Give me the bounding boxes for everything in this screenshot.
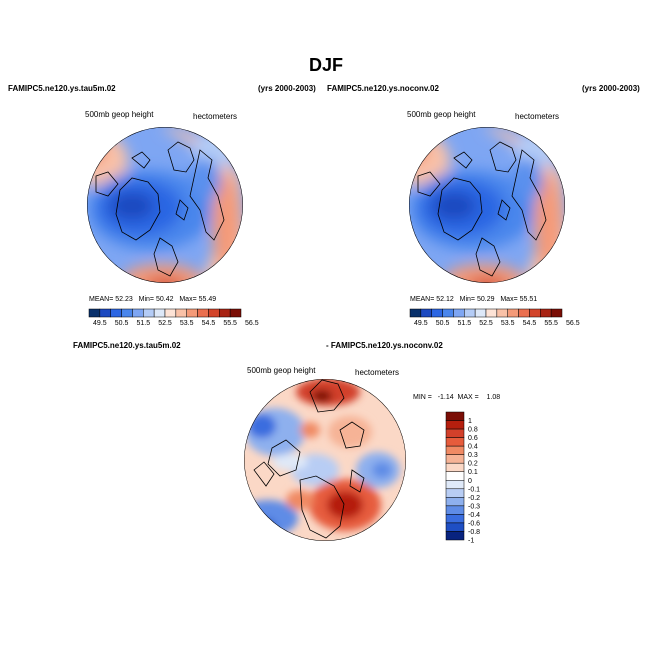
colorbar-swatch: [474, 308, 487, 318]
colorbar-tick-label: -0.3: [468, 503, 480, 510]
colorbar-tick-label: -0.8: [468, 529, 480, 536]
colorbar-swatch: [445, 531, 465, 541]
colorbar-tick-label: -0.1: [468, 486, 480, 493]
colorbar-swatch: [110, 308, 122, 318]
colorbar-swatch: [445, 462, 465, 472]
colorbar-tick-label: 0: [468, 478, 472, 485]
panel1-stats: MEAN= 52.23 Min= 50.42 Max= 55.49: [89, 296, 217, 303]
colorbar-swatch: [445, 411, 465, 421]
right-years-header: (yrs 2000-2003): [582, 84, 640, 93]
colorbar-swatch: [445, 437, 465, 447]
colorbar-tick-label: 0.4: [468, 444, 478, 451]
colorbar-swatch: [229, 308, 242, 318]
colorbar-tick-label: 54.5: [523, 320, 537, 327]
colorbar-swatch: [485, 308, 498, 318]
colorbar-swatch: [99, 308, 111, 318]
colorbar-tick-label: 53.5: [180, 320, 194, 327]
colorbar-swatch: [453, 308, 465, 318]
colorbar-tick-label: -0.6: [468, 520, 480, 527]
colorbar-swatch: [445, 480, 465, 490]
colorbar-swatch: [431, 308, 443, 318]
colorbar-tick-label: 1: [468, 418, 472, 425]
colorbar-tick-label: 51.5: [457, 320, 471, 327]
colorbar-swatch: [164, 308, 177, 318]
colorbar-swatch: [445, 505, 465, 515]
colorbar-swatch: [445, 497, 465, 507]
colorbar-tick-label: 52.5: [479, 320, 493, 327]
colorbar-tick-label: 0.2: [468, 461, 478, 468]
colorbar-tick-label: 55.5: [223, 320, 237, 327]
colorbar-swatch: [445, 471, 465, 481]
colorbar-swatch: [88, 308, 101, 318]
colorbar-swatch: [518, 308, 530, 318]
colorbar-swatch: [507, 308, 519, 318]
colorbar-swatch: [409, 308, 422, 318]
colorbar-swatch: [445, 428, 465, 438]
panel2-colorbar: 49.5 50.5 51.5 52.5 53.5 54.5 55.5 56.5: [409, 308, 580, 327]
colorbar-swatch: [529, 308, 541, 318]
colorbar-tick-label: -0.2: [468, 495, 480, 502]
panel3-units: hectometers: [355, 368, 400, 377]
panel1-units: hectometers: [193, 112, 238, 121]
panel1-colorbar: 49.5 50.5 51.5 52.5 53.5 54.5 55.5 56.5: [88, 308, 259, 327]
colorbar-tick-label: 50.5: [115, 320, 129, 327]
colorbar-tick-label: -1: [468, 538, 474, 545]
colorbar-swatch: [445, 454, 465, 464]
colorbar-swatch: [132, 308, 144, 318]
colorbar-tick-label: 51.5: [136, 320, 150, 327]
colorbar-tick-label: 50.5: [436, 320, 450, 327]
left-case-header: FAMIPC5.ne120.ys.tau5m.02: [8, 84, 116, 93]
panel1-variable: 500mb geop height: [85, 110, 154, 119]
colorbar-swatch: [550, 308, 563, 318]
page-title: DJF: [309, 55, 344, 75]
colorbar-tick-label: 56.5: [245, 320, 259, 327]
colorbar-tick-label: 49.5: [414, 320, 428, 327]
colorbar-tick-label: -0.4: [468, 512, 480, 519]
colorbar-swatch: [208, 308, 220, 318]
colorbar-swatch: [153, 308, 166, 318]
colorbar-swatch: [445, 488, 465, 498]
colorbar-tick-label: 0.1: [468, 469, 478, 476]
colorbar-swatch: [143, 308, 155, 318]
diff-colorbar: 1 0.80.6 0.40.3 0.20.1 0-0.1 -0.2-0.3 -0.4-0.6…: [445, 411, 480, 545]
colorbar-swatch: [445, 420, 465, 430]
colorbar-tick-label: 0.3: [468, 452, 478, 459]
left-years-header: (yrs 2000-2003): [258, 84, 316, 93]
colorbar-tick-label: 49.5: [93, 320, 107, 327]
panel2-units: hectometers: [515, 112, 560, 121]
colorbar-swatch: [445, 514, 465, 524]
colorbar-tick-label: 55.5: [544, 320, 558, 327]
colorbar-swatch: [540, 308, 552, 318]
colorbar-tick-label: 56.5: [566, 320, 580, 327]
panel3-stats: MIN = -1.14 MAX = 1.08: [413, 394, 501, 401]
colorbar-swatch: [445, 445, 465, 455]
colorbar-swatch: [175, 308, 187, 318]
colorbar-tick-label: 53.5: [501, 320, 515, 327]
colorbar-tick-label: 52.5: [158, 320, 172, 327]
panel2-variable: 500mb geop height: [407, 110, 476, 119]
panel2-stats: MEAN= 52.12 Min= 50.29 Max= 55.51: [410, 296, 538, 303]
panel3-map: [244, 379, 406, 541]
panel2-map: [409, 127, 565, 283]
colorbar-swatch: [186, 308, 198, 318]
right-case-header: FAMIPC5.ne120.ys.noconv.02: [327, 84, 439, 93]
colorbar-swatch: [121, 308, 133, 318]
panel1-map: [87, 127, 243, 283]
colorbar-swatch: [197, 308, 209, 318]
colorbar-swatch: [442, 308, 454, 318]
colorbar-swatch: [496, 308, 508, 318]
colorbar-tick-label: 0.8: [468, 427, 478, 434]
colorbar-tick-label: 54.5: [202, 320, 216, 327]
colorbar-swatch: [445, 522, 465, 532]
panel3-variable: 500mb geop height: [247, 366, 316, 375]
colorbar-tick-label: 0.6: [468, 435, 478, 442]
colorbar-swatch: [420, 308, 432, 318]
colorbar-swatch: [464, 308, 476, 318]
diff-right-header: - FAMIPC5.ne120.ys.noconv.02: [326, 341, 443, 350]
diff-left-header: FAMIPC5.ne120.ys.tau5m.02: [73, 341, 181, 350]
colorbar-swatch: [219, 308, 231, 318]
